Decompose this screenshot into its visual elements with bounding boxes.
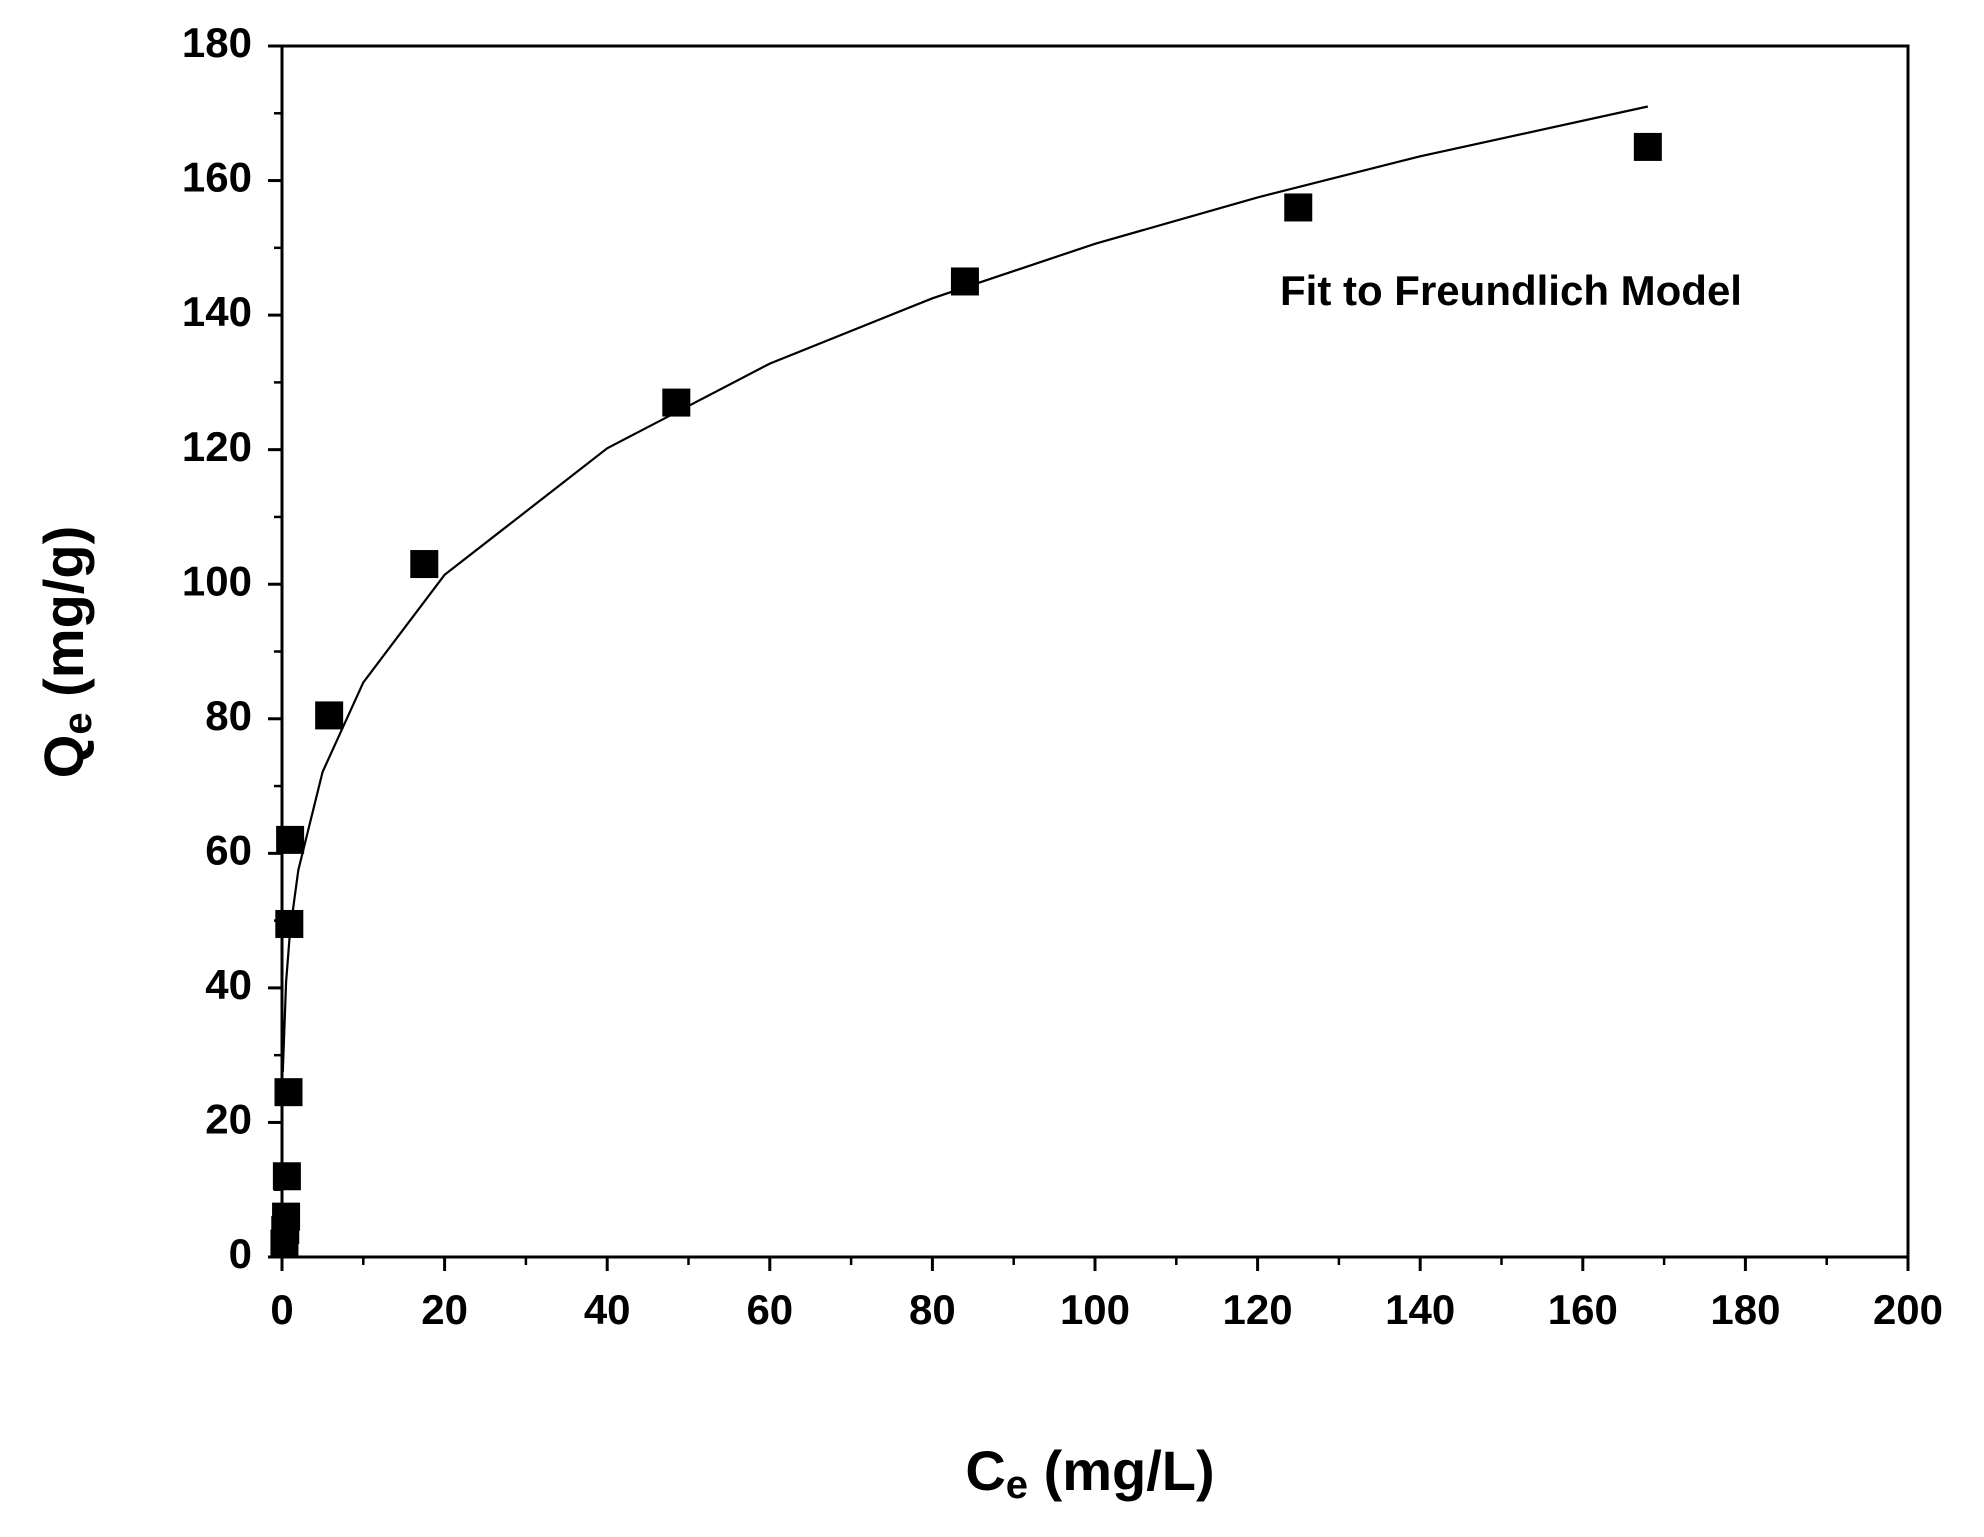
marker [1633,132,1662,161]
y-tick-label: 80 [205,692,252,739]
y-label-sub: e [56,712,100,734]
x-label-rest: (mg/L) [1028,1439,1215,1502]
y-tick-label: 60 [205,826,252,873]
x-tick-label: 200 [1873,1286,1943,1333]
x-tick-label: 160 [1548,1286,1618,1333]
x-tick-label: 100 [1060,1286,1130,1333]
marker [274,1078,303,1107]
marker [276,825,305,854]
x-tick-label: 120 [1223,1286,1293,1333]
y-tick-label: 0 [229,1230,252,1277]
x-tick-label: 20 [421,1286,468,1333]
y-axis-label: Qe (mg/g) [32,526,100,778]
y-tick-label: 100 [182,557,252,604]
annotation: Fit to Freundlich Model [1280,267,1742,314]
y-tick-label: 140 [182,288,252,335]
fit-line [281,105,1649,1073]
marker [410,550,439,579]
y-tick-label: 160 [182,154,252,201]
plot-frame [280,44,1910,1259]
marker [272,1162,301,1191]
y-tick-label: 20 [205,1096,252,1143]
marker [272,1202,301,1231]
y-tick-label: 120 [182,423,252,470]
x-label-main: C [965,1439,1005,1502]
marker [315,701,344,730]
y-label-rest: (mg/g) [32,526,95,713]
y-tick-label: 40 [205,961,252,1008]
x-tick-label: 60 [746,1286,793,1333]
marker [1284,193,1313,222]
x-tick-label: 80 [909,1286,956,1333]
x-tick-label: 140 [1385,1286,1455,1333]
x-axis-label: Ce (mg/L) [965,1439,1214,1507]
x-tick-label: 0 [270,1286,293,1333]
x-tick-label: 40 [584,1286,631,1333]
x-label-sub: e [1006,1463,1028,1507]
y-tick-label: 180 [182,19,252,66]
x-tick-label: 180 [1710,1286,1780,1333]
y-label-main: Q [32,735,95,779]
